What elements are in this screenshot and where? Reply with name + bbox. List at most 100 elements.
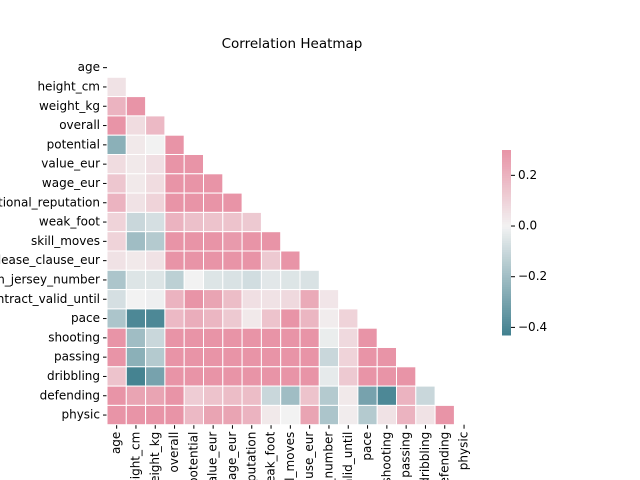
y-tick-label: weak_foot <box>39 215 100 229</box>
colorbar-segment <box>502 300 511 304</box>
heatmap-cell <box>241 308 262 329</box>
heatmap-cell <box>299 347 320 368</box>
heatmap-cell <box>106 134 127 155</box>
colorbar-segment <box>502 304 511 308</box>
heatmap-cell <box>241 366 262 387</box>
colorbar-segment <box>502 212 511 216</box>
y-tick-label: overall <box>59 118 100 132</box>
heatmap-cell <box>318 327 340 349</box>
heatmap-cell <box>338 308 359 329</box>
heatmap-cell <box>376 366 398 387</box>
x-tick-label: passing <box>399 432 413 478</box>
colorbar-segment <box>502 298 511 301</box>
heatmap-cell <box>183 173 204 194</box>
colorbar-segment <box>502 163 511 167</box>
x-tick-label: skill_moves <box>283 432 297 480</box>
colorbar-segment <box>502 228 511 232</box>
heatmap-cell <box>106 192 127 213</box>
heatmap-cell <box>222 404 243 426</box>
heatmap-cell <box>145 385 166 406</box>
heatmap-cell <box>318 385 340 406</box>
heatmap-cell <box>260 385 282 406</box>
heatmap-cell <box>125 308 147 329</box>
heatmap-cell <box>106 385 127 406</box>
colorbar-segment <box>502 263 511 267</box>
colorbar-segment <box>502 182 511 186</box>
colorbar-segment <box>502 302 511 306</box>
colorbar-segment <box>502 325 511 329</box>
heatmap-cell <box>241 347 262 368</box>
y-tick-label: team_jersey_number <box>0 272 100 286</box>
y-tick-label: age <box>78 60 100 74</box>
heatmap-cell <box>280 366 301 387</box>
heatmap-cell <box>106 231 127 252</box>
x-tick-label: defending <box>437 432 451 480</box>
heatmap-cell <box>106 269 127 291</box>
heatmap-cell <box>125 289 147 310</box>
heatmap-cell <box>183 269 204 291</box>
heatmap-cell <box>164 250 185 271</box>
heatmap-cell <box>183 404 204 426</box>
y-tick-label: value_eur <box>41 157 100 171</box>
heatmap-cell <box>125 211 147 233</box>
x-tick-label: value_eur <box>206 432 220 480</box>
y-tick-label: dribbling <box>47 369 100 383</box>
colorbar-segment <box>502 210 511 213</box>
colorbar-segment <box>502 237 511 241</box>
colorbar-segment <box>502 242 511 246</box>
heatmap-cell <box>396 404 417 426</box>
heatmap-cell <box>145 404 166 426</box>
heatmap-cell <box>260 231 282 252</box>
colorbar-segment <box>502 267 511 271</box>
heatmap-cell <box>260 308 282 329</box>
heatmap-cell <box>164 404 185 426</box>
heatmap-cell <box>280 327 301 349</box>
heatmap-cell <box>164 173 185 194</box>
heatmap-cell <box>222 308 243 329</box>
heatmap-cell <box>145 289 166 310</box>
colorbar-segment <box>502 198 511 202</box>
colorbar-segment <box>502 323 511 327</box>
heatmap-cell <box>260 289 282 310</box>
heatmap-cell <box>299 404 320 426</box>
colorbar-segment <box>502 200 511 204</box>
heatmap-cell <box>125 366 147 387</box>
colorbar-segment <box>502 180 511 183</box>
heatmap-cell <box>318 366 340 387</box>
y-tick-label: wage_eur <box>42 176 100 190</box>
colorbar-segment <box>502 219 511 223</box>
y-tick-label: physic <box>61 408 100 422</box>
colorbar-segment <box>502 251 511 255</box>
y-tick-label: defending <box>40 388 100 402</box>
colorbar-segment <box>502 284 511 287</box>
heatmap-cell <box>164 211 185 233</box>
colorbar-segment <box>502 187 511 190</box>
heatmap-cell <box>145 134 166 155</box>
heatmap-cell <box>222 289 243 310</box>
x-tick-label: release_clause_eur <box>302 432 316 480</box>
heatmap-cell <box>106 173 127 194</box>
heatmap-cell <box>106 347 127 368</box>
heatmap-cell <box>338 366 359 387</box>
colorbar-segment <box>502 154 511 158</box>
heatmap-cell <box>203 211 224 233</box>
colorbar-segment <box>502 170 511 174</box>
x-tick-label: shooting <box>379 432 393 480</box>
heatmap-cell <box>145 192 166 213</box>
colorbar-segment <box>502 256 511 260</box>
x-tick-label: height_cm <box>128 432 142 480</box>
colorbar-segment <box>502 291 511 294</box>
colorbar-segment <box>502 261 511 264</box>
colorbar-segment <box>502 226 511 230</box>
heatmap-cell <box>145 154 166 175</box>
y-tick-label: passing <box>54 350 100 364</box>
colorbar-segment <box>502 330 511 334</box>
y-tick-label: contract_valid_until <box>0 292 100 306</box>
heatmap-cell <box>183 385 204 406</box>
heatmap-cell <box>164 134 185 155</box>
colorbar-segment <box>502 293 511 297</box>
heatmap-cell <box>357 347 378 368</box>
heatmap-cell <box>125 192 147 213</box>
x-tick-label: wage_eur <box>225 432 239 480</box>
